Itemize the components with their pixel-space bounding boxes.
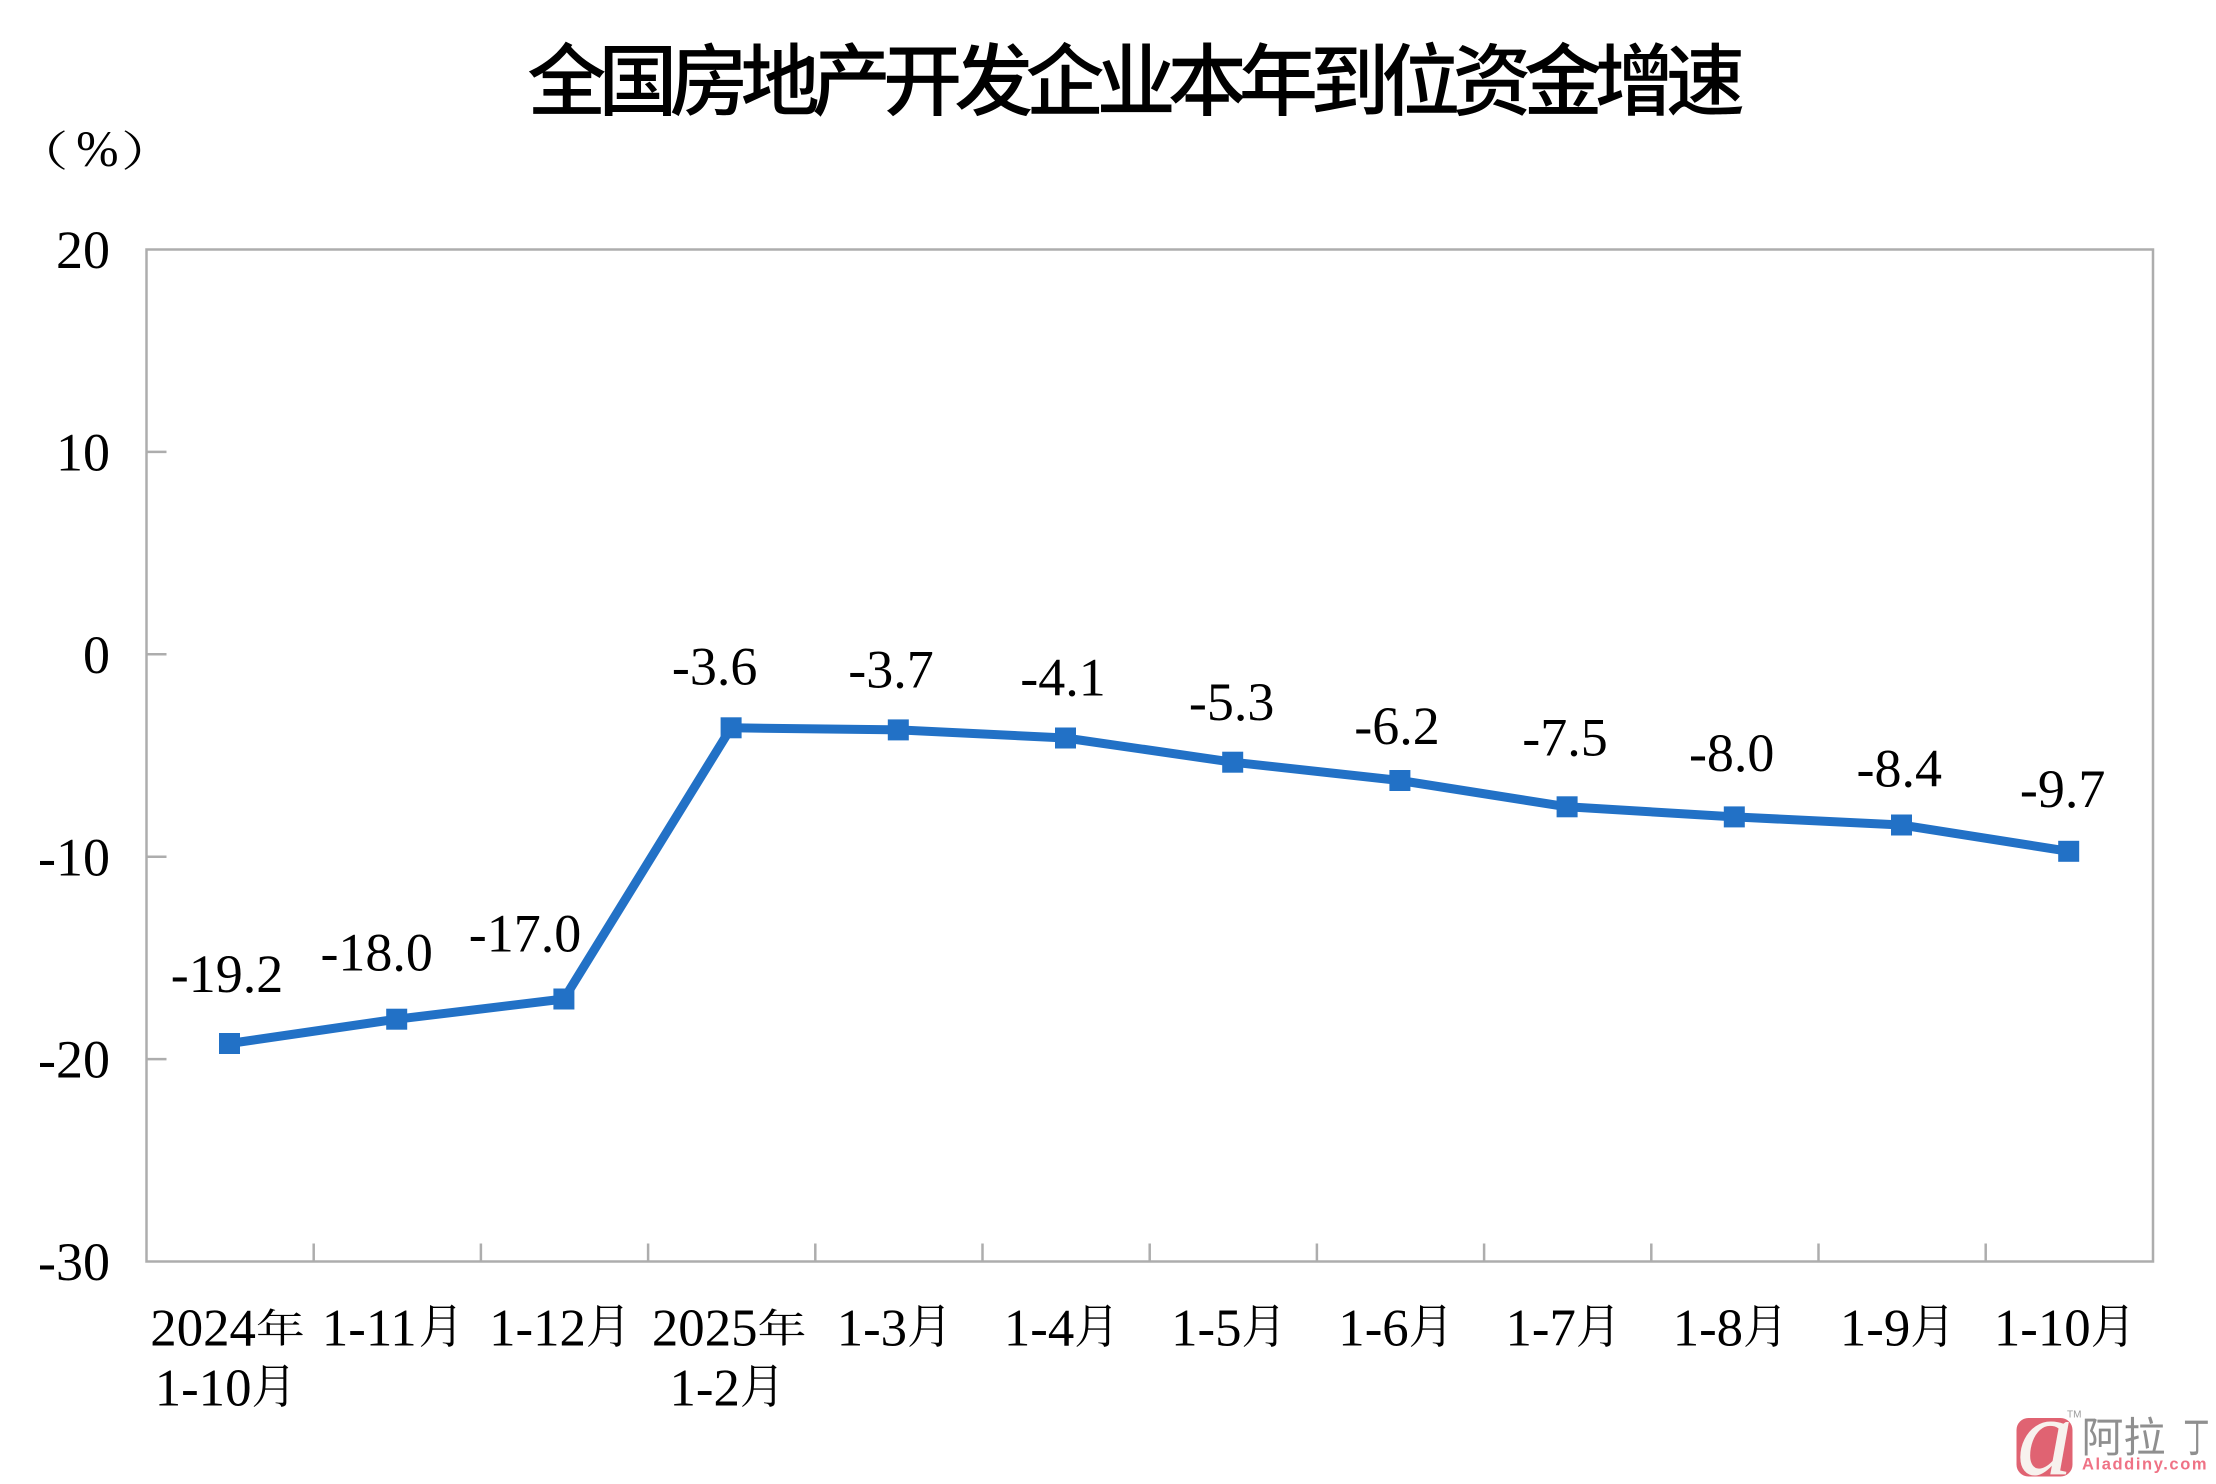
svg-text:-3.6: -3.6 — [672, 636, 757, 696]
svg-text:1-4: 1-4 — [1004, 1300, 1074, 1358]
svg-text:1-8: 1-8 — [1673, 1300, 1743, 1358]
svg-text:-10: -10 — [38, 827, 110, 887]
svg-text:1-7: 1-7 — [1506, 1300, 1576, 1358]
svg-text:-6.2: -6.2 — [1354, 696, 1439, 756]
svg-text:-18.0: -18.0 — [320, 922, 432, 982]
svg-text:a: a — [2017, 1376, 2073, 1484]
svg-text:%: % — [76, 122, 118, 178]
svg-text:1-12: 1-12 — [489, 1300, 586, 1358]
svg-text:-30: -30 — [38, 1232, 110, 1292]
svg-text:10: 10 — [56, 423, 110, 483]
svg-text:Aladdiny.com: Aladdiny.com — [2082, 1456, 2208, 1474]
svg-text:-8.4: -8.4 — [1857, 738, 1942, 798]
svg-text:-5.3: -5.3 — [1189, 672, 1274, 732]
svg-text:1-11: 1-11 — [322, 1300, 417, 1358]
svg-text:-8.0: -8.0 — [1689, 723, 1774, 783]
svg-text:0: 0 — [83, 625, 110, 685]
svg-text:1-3: 1-3 — [837, 1300, 907, 1358]
svg-text:-17.0: -17.0 — [469, 904, 581, 964]
svg-text:2024: 2024 — [150, 1300, 256, 1358]
svg-text:1-10: 1-10 — [155, 1360, 252, 1418]
svg-text:1-2: 1-2 — [670, 1360, 740, 1418]
svg-text:a: a — [2017, 1376, 2073, 1484]
svg-text:-9.7: -9.7 — [2020, 759, 2105, 819]
svg-text:2025: 2025 — [652, 1300, 758, 1358]
svg-text:20: 20 — [56, 220, 110, 280]
svg-text:1-10: 1-10 — [1994, 1300, 2091, 1358]
svg-text:-3.7: -3.7 — [848, 640, 933, 700]
svg-text:-7.5: -7.5 — [1522, 707, 1607, 767]
svg-text:-4.1: -4.1 — [1020, 648, 1105, 708]
svg-text:TM: TM — [2067, 1410, 2081, 1421]
svg-text:1-6: 1-6 — [1338, 1300, 1408, 1358]
svg-text:1-9: 1-9 — [1840, 1300, 1910, 1358]
svg-text:1-5: 1-5 — [1171, 1300, 1241, 1358]
svg-text:-19.2: -19.2 — [171, 944, 283, 1004]
svg-text:-20: -20 — [38, 1030, 110, 1090]
